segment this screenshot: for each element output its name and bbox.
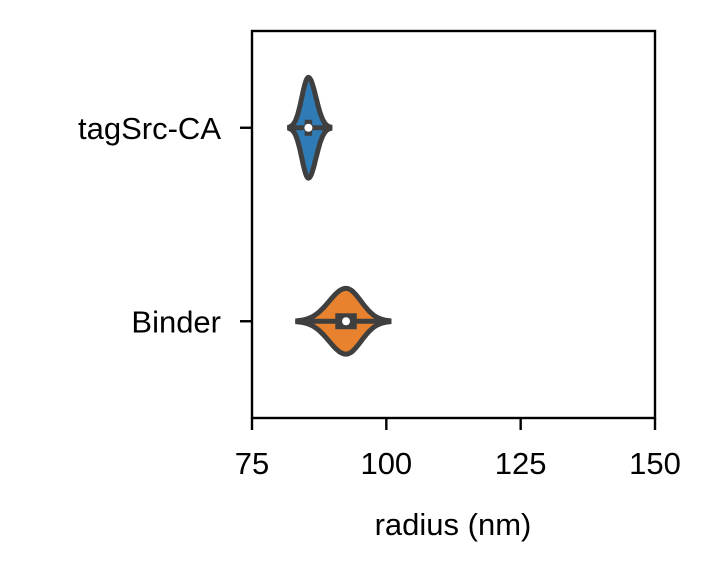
x-tick-label: 125 [495, 446, 547, 481]
violin-median-marker [342, 317, 351, 326]
plot-area [287, 74, 392, 357]
y-axis: tagSrc-CA Binder [78, 111, 252, 339]
x-axis: 75 100 125 150 [235, 418, 681, 481]
x-tick-label: 75 [235, 446, 269, 481]
x-axis-label: radius (nm) [375, 507, 532, 542]
x-tick-label: 150 [629, 446, 681, 481]
violin-median-marker [304, 123, 313, 132]
plot-frame [250, 29, 657, 420]
y-tick-label: Binder [131, 304, 221, 339]
x-tick-label: 100 [360, 446, 412, 481]
y-tick-label: tagSrc-CA [78, 111, 221, 146]
